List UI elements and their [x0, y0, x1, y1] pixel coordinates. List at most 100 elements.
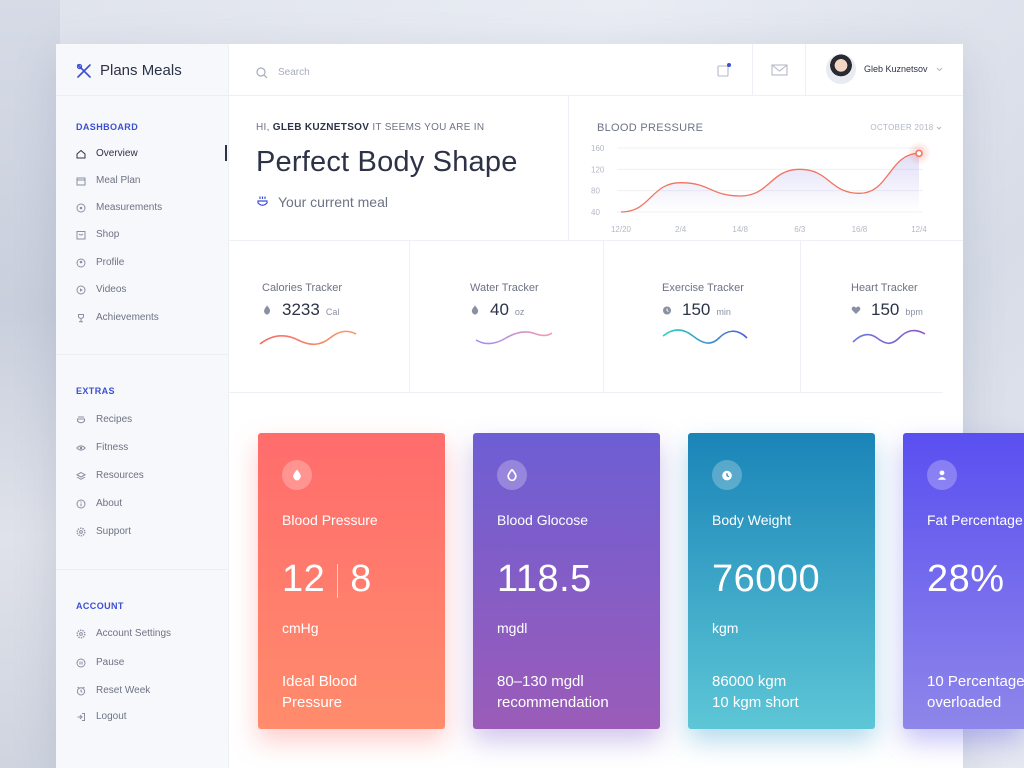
chart-line	[620, 152, 920, 213]
cup-icon	[257, 196, 268, 206]
data-point[interactable]	[915, 149, 923, 158]
tracker-value: 3233 Cal	[262, 300, 339, 320]
body-weight-card[interactable]: Body Weight 76000 kgm 86000 kgm 10 kgm s…	[688, 433, 875, 729]
sidebar-item-achievements[interactable]: Achievements	[76, 312, 159, 323]
blood-pressure-chart: 160 120 80 40 12/20 2/4 14/8 6/3 16/8 12/4	[591, 141, 931, 234]
period-label: OCTOBER 2018	[870, 123, 934, 132]
sidebar-item-label: Measurements	[96, 202, 163, 213]
sidebar-item-label: Reset Week	[96, 685, 151, 696]
avatar	[826, 54, 856, 84]
water-tracker[interactable]: Water Tracker 40 oz	[466, 240, 596, 392]
sidebar-item-pause[interactable]: Pause	[76, 657, 124, 668]
tracker-value: 40 oz	[470, 300, 524, 320]
active-indicator	[225, 145, 227, 161]
blood-glucose-card[interactable]: Blood Glocose 118.5 mgdl 80–130 mgdl rec…	[473, 433, 660, 729]
sidebar-item-resources[interactable]: Resources	[76, 470, 144, 481]
greeting-name: GLEB KUZNETSOV	[272, 122, 370, 133]
info-icon	[76, 499, 86, 508]
tracker-number: 40	[490, 300, 509, 319]
divider	[56, 569, 228, 570]
sidebar-item-support[interactable]: Support	[76, 526, 131, 537]
x-tick-label: 14/8	[732, 225, 748, 234]
sidebar-item-label: Account Settings	[96, 628, 172, 639]
period-selector[interactable]: OCTOBER 2018	[870, 123, 942, 132]
stopwatch-icon	[663, 306, 671, 315]
play-icon	[76, 285, 86, 294]
background	[0, 0, 60, 768]
divider	[56, 354, 228, 355]
sidebar-item-label: Videos	[96, 284, 127, 295]
sidebar-item-recipes[interactable]: Recipes	[76, 414, 132, 425]
card-unit: mgdl	[497, 620, 528, 636]
brand[interactable]: Plans Meals	[76, 62, 182, 79]
current-meal-link[interactable]: Your current meal	[256, 194, 388, 210]
brand-name: Plans Meals	[100, 62, 182, 79]
card-note: 10 Percentage overloaded	[927, 673, 1024, 711]
chevron-down-icon	[936, 67, 942, 71]
y-tick-label: 120	[591, 165, 605, 174]
sidebar-item-label: Meal Plan	[96, 175, 141, 186]
sidebar-item-videos[interactable]: Videos	[76, 284, 126, 295]
systolic-value: 12	[282, 558, 326, 600]
tracker-value: 150 min	[662, 300, 731, 320]
fat-percentage-card[interactable]: Fat Percentage 28% 10 Percentage overloa…	[903, 433, 1024, 729]
sidebar-item-about[interactable]: About	[76, 498, 122, 509]
card-note: Ideal Blood Pressure	[282, 673, 358, 711]
tracker-number: 150	[871, 300, 900, 319]
user-name: Gleb Kuznetsov	[864, 64, 928, 74]
page-title: Perfect Body Shape	[256, 146, 518, 178]
exercise-tracker[interactable]: Exercise Tracker 150 min	[659, 240, 789, 392]
tracker-number: 3233	[282, 300, 320, 319]
greeting-suffix: IT SEEMS YOU ARE IN	[372, 122, 485, 133]
tracker-number: 150	[682, 300, 711, 319]
user-menu[interactable]: Gleb Kuznetsov	[826, 54, 943, 84]
sidebar-item-profile[interactable]: Profile	[76, 257, 124, 268]
tracker-unit: bpm	[905, 307, 923, 317]
card-unit: cmHg	[282, 620, 319, 636]
sidebar-item-reset-week[interactable]: Reset Week	[76, 685, 150, 696]
sidebar-item-measurements[interactable]: Measurements	[76, 202, 162, 213]
search-input[interactable]	[276, 66, 480, 79]
y-tick-label: 160	[591, 144, 605, 153]
user-icon	[927, 460, 957, 490]
sidebar-item-meal-plan[interactable]: Meal Plan	[76, 175, 140, 186]
x-tick-label: 6/3	[794, 225, 806, 234]
mail-icon[interactable]	[771, 62, 788, 78]
chart-title: BLOOD PRESSURE	[597, 122, 704, 134]
sidebar-item-label: Logout	[96, 711, 127, 722]
calories-tracker[interactable]: Calories Tracker 3233 Cal	[258, 240, 398, 392]
tracker-unit: oz	[514, 307, 525, 317]
chart-area	[621, 153, 919, 212]
logout-icon	[77, 712, 85, 721]
sidebar-item-fitness[interactable]: Fitness	[76, 442, 128, 453]
pause-icon	[76, 658, 86, 667]
card-title: Fat Percentage	[927, 512, 1023, 528]
sidebar-item-account-settings[interactable]: Account Settings	[76, 628, 171, 639]
exercise-sparkline	[662, 329, 748, 344]
card-note-line: 86000 kgm	[712, 673, 787, 690]
topbar: Gleb Kuznetsov	[228, 44, 963, 96]
clock-icon	[76, 686, 86, 695]
divider	[603, 240, 604, 392]
card-value: 28%	[927, 558, 1005, 600]
sidebar-item-label: Recipes	[96, 414, 133, 425]
sidebar-item-shop[interactable]: Shop	[76, 229, 119, 240]
card-title: Body Weight	[712, 512, 792, 528]
sidebar-item-logout[interactable]: Logout	[76, 711, 127, 722]
settings-icon	[76, 629, 86, 638]
notification-icon[interactable]	[716, 62, 732, 78]
card-title: Blood Pressure	[282, 512, 378, 528]
tracker-value: 150 bpm	[851, 300, 923, 320]
section-title-account: ACCOUNT	[76, 601, 124, 611]
cutlery-icon	[76, 63, 91, 78]
sidebar-item-label: About	[96, 498, 123, 509]
tracker-title: Exercise Tracker	[662, 282, 744, 294]
sidebar-item-label: Fitness	[96, 442, 129, 453]
heart-tracker[interactable]: Heart Tracker 150 bpm	[851, 240, 961, 392]
home-icon	[76, 149, 86, 158]
blood-pressure-card[interactable]: Blood Pressure 12 8 cmHg Ideal Blood Pres…	[258, 433, 445, 729]
search-box[interactable]	[256, 66, 480, 79]
sidebar-item-overview[interactable]: Overview	[76, 148, 138, 159]
diastolic-value: 8	[350, 558, 372, 600]
gear-icon	[76, 527, 86, 536]
